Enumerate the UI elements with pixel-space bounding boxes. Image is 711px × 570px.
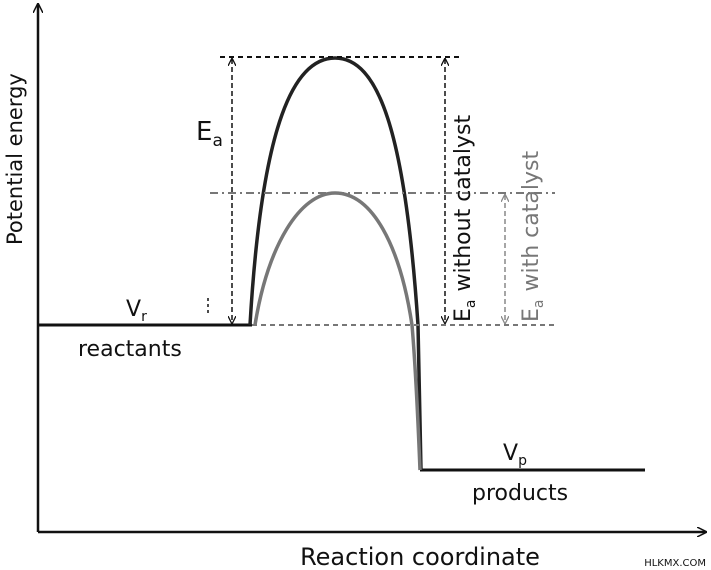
vr-symbol: V [126, 297, 141, 322]
ea-without-subscript: a [463, 300, 479, 309]
watermark: HLKMX.COM [644, 558, 706, 569]
ea-symbol: E [196, 117, 212, 147]
vr-label: Vr [126, 297, 147, 325]
ea-label: Ea [196, 117, 223, 151]
reactants-label: reactants [78, 337, 182, 362]
y-axis-label: Potential energy [3, 73, 27, 245]
vr-subscript: r [141, 309, 147, 325]
uncatalyzed-curve [248, 56, 423, 471]
ea-without-label: Ea without catalyst [451, 115, 479, 322]
products-label: products [472, 481, 568, 506]
ea-without-symbol: E [451, 308, 476, 322]
ea-without-text: without catalyst [451, 115, 476, 292]
vp-label: Vp [503, 441, 527, 469]
ea-subscript: a [212, 131, 222, 151]
ea-with-label: Ea with catalyst [519, 151, 547, 322]
x-axis-label: Reaction coordinate [300, 543, 540, 570]
ea-with-subscript: a [531, 300, 547, 309]
vp-symbol: V [503, 441, 518, 466]
ea-with-text: with catalyst [519, 151, 544, 292]
catalyzed-curve [253, 191, 422, 471]
ea-with-symbol: E [519, 308, 544, 322]
vp-subscript: p [518, 453, 527, 469]
